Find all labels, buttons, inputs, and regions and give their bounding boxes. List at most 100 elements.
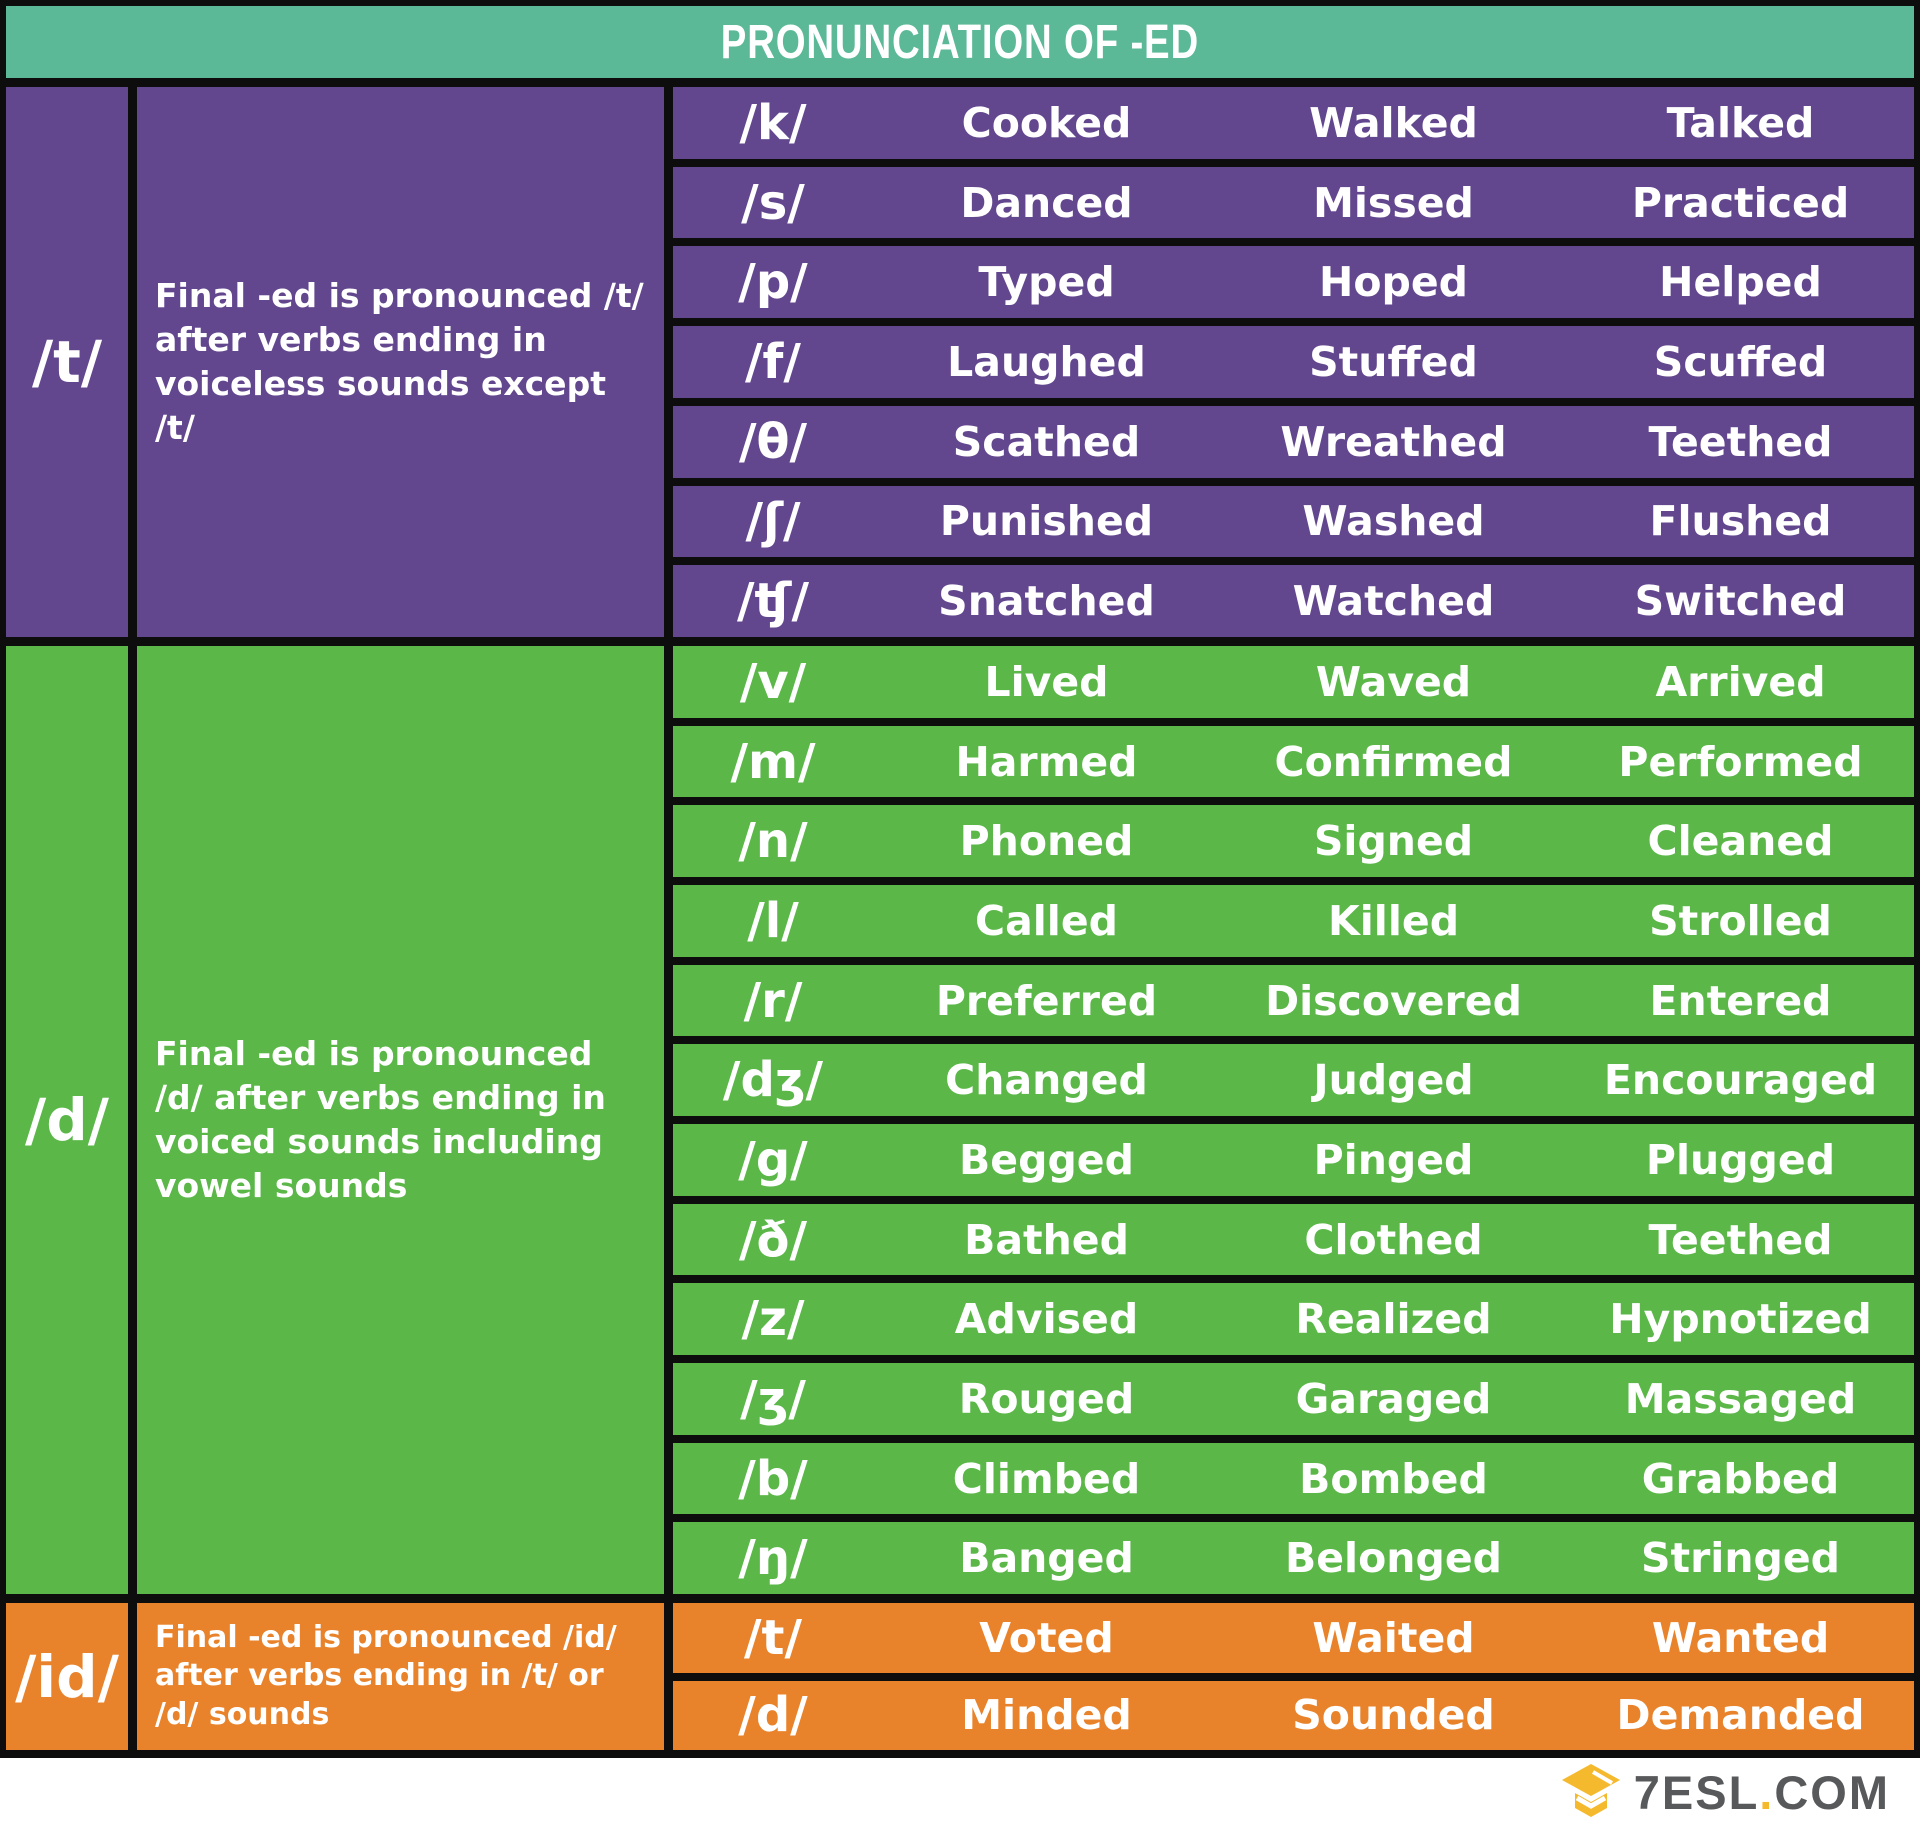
section-description: Final -ed is pronounced /t/ after verbs …	[137, 87, 673, 637]
example-word: Changed	[945, 1056, 1148, 1105]
phoneme-label: /ʃ/	[745, 493, 801, 550]
example-word: Teethed	[1648, 1215, 1833, 1264]
example-word: Talked	[1666, 98, 1815, 147]
phoneme-label: /θ/	[738, 413, 808, 470]
example-word: Realized	[1295, 1295, 1492, 1344]
phoneme-label: /ʧ/	[737, 573, 809, 630]
example-word: Hypnotized	[1609, 1295, 1872, 1344]
example-word: Danced	[960, 178, 1133, 227]
example-word: Signed	[1313, 817, 1474, 866]
example-word: Rouged	[958, 1374, 1135, 1423]
table-row: /v/ Lived Waved Arrived	[673, 646, 1914, 718]
section-rows: /v/ Lived Waved Arrived /m/ Harmed Confi…	[673, 646, 1914, 1595]
phoneme-label: /n/	[738, 813, 808, 870]
phoneme-label: /v/	[739, 653, 807, 710]
table-row: /f/ Laughed Stuffed Scuffed	[673, 326, 1914, 398]
table-row: /ʒ/ Rouged Garaged Massaged	[673, 1363, 1914, 1435]
example-word: Cooked	[961, 98, 1132, 147]
example-word: Waved	[1315, 657, 1472, 706]
example-word: Clothed	[1304, 1215, 1483, 1264]
table-row: /b/ Climbed Bombed Grabbed	[673, 1442, 1914, 1515]
example-word: Helped	[1659, 258, 1822, 307]
example-word: Lived	[984, 657, 1109, 706]
table-row: /ð/ Bathed Clothed Teethed	[673, 1203, 1914, 1276]
example-word: Stringed	[1640, 1534, 1841, 1583]
example-word: Called	[974, 896, 1119, 945]
example-word: Preferred	[935, 976, 1158, 1025]
example-word: Banged	[959, 1534, 1134, 1583]
example-word: Strolled	[1649, 896, 1832, 945]
example-word: Cleaned	[1647, 817, 1834, 866]
example-word: Massaged	[1624, 1374, 1857, 1423]
graduation-cap-icon	[1561, 1763, 1620, 1817]
example-word: Performed	[1618, 737, 1863, 786]
section-symbol: /id/	[6, 1603, 137, 1750]
table-row: /d/ Minded Sounded Demanded	[673, 1680, 1914, 1750]
table-row: /l/ Called Killed Strolled	[673, 885, 1914, 957]
phoneme-label: /f/	[745, 334, 801, 391]
table-row: /dʒ/ Changed Judged Encouraged	[673, 1044, 1914, 1117]
example-word: Demanded	[1616, 1691, 1865, 1740]
example-word: Practiced	[1631, 178, 1850, 227]
example-word: Bathed	[964, 1215, 1129, 1264]
section-rows: /k/ Cooked Walked Talked /s/ Danced Miss…	[673, 87, 1914, 638]
example-word: Climbed	[952, 1454, 1141, 1503]
example-word: Belonged	[1285, 1534, 1502, 1583]
example-word: Harmed	[955, 737, 1138, 786]
table-row: /s/ Danced Missed Practiced	[673, 166, 1914, 239]
example-word: Wreathed	[1280, 417, 1507, 466]
phoneme-label: /b/	[738, 1450, 808, 1507]
phoneme-label: /r/	[743, 972, 803, 1029]
example-word: Advised	[954, 1295, 1139, 1344]
table-row: /t/ Voted Waited Wanted	[673, 1603, 1914, 1673]
brand-prefix: 7ESL	[1633, 1766, 1760, 1819]
example-word: Garaged	[1295, 1374, 1492, 1423]
example-word: Stuffed	[1309, 338, 1478, 387]
table-row: /θ/ Scathed Wreathed Teethed	[673, 405, 1914, 478]
example-word: Scathed	[952, 417, 1141, 466]
example-word: Grabbed	[1641, 1454, 1840, 1503]
example-word: Killed	[1327, 896, 1460, 945]
example-word: Wanted	[1651, 1613, 1830, 1662]
example-word: Sounded	[1292, 1691, 1495, 1740]
section-t: /t/ Final -ed is pronounced /t/ after ve…	[6, 87, 1914, 638]
phoneme-label: /l/	[747, 892, 799, 949]
section-symbol: /d/	[6, 646, 137, 1594]
table-row: /ŋ/ Banged Belonged Stringed	[673, 1522, 1914, 1595]
page-title: PRONUNCIATION OF -ED	[720, 15, 1200, 69]
table-row: /k/ Cooked Walked Talked	[673, 87, 1914, 159]
example-word: Flushed	[1649, 497, 1832, 546]
example-word: Encouraged	[1603, 1056, 1878, 1105]
brand-dot: .	[1759, 1766, 1775, 1819]
phoneme-label: /ʒ/	[740, 1370, 806, 1427]
phoneme-label: /m/	[730, 733, 816, 790]
section-d: /d/ Final -ed is pronounced /d/ after ve…	[6, 646, 1914, 1595]
phoneme-label: /ð/	[738, 1211, 808, 1268]
example-word: Waited	[1312, 1613, 1475, 1662]
phoneme-label: /dʒ/	[722, 1052, 824, 1109]
phoneme-label: /t/	[743, 1609, 802, 1666]
example-word: Typed	[978, 258, 1115, 307]
table-row: /p/ Typed Hoped Helped	[673, 246, 1914, 319]
table-row: /z/ Advised Realized Hypnotized	[673, 1283, 1914, 1356]
example-word: Missed	[1313, 178, 1474, 227]
example-word: Bombed	[1299, 1454, 1488, 1503]
table-header: PRONUNCIATION OF -ED	[6, 6, 1914, 78]
example-word: Watched	[1292, 577, 1495, 626]
example-word: Confirmed	[1274, 737, 1513, 786]
section-description: Final -ed is pronounced /id/ after verbs…	[137, 1603, 673, 1750]
example-word: Begged	[959, 1135, 1134, 1184]
section-symbol: /t/	[6, 87, 137, 637]
example-word: Phoned	[959, 817, 1134, 866]
example-word: Punished	[939, 497, 1154, 546]
example-word: Minded	[961, 1691, 1132, 1740]
phoneme-label: /p/	[738, 254, 808, 311]
example-word: Switched	[1634, 577, 1847, 626]
example-word: Entered	[1649, 976, 1832, 1025]
example-word: Laughed	[947, 338, 1146, 387]
phoneme-label: /g/	[738, 1131, 808, 1188]
example-word: Judged	[1313, 1056, 1474, 1105]
example-word: Plugged	[1645, 1135, 1836, 1184]
section-description: Final -ed is pronounced /d/ after verbs …	[137, 646, 673, 1594]
